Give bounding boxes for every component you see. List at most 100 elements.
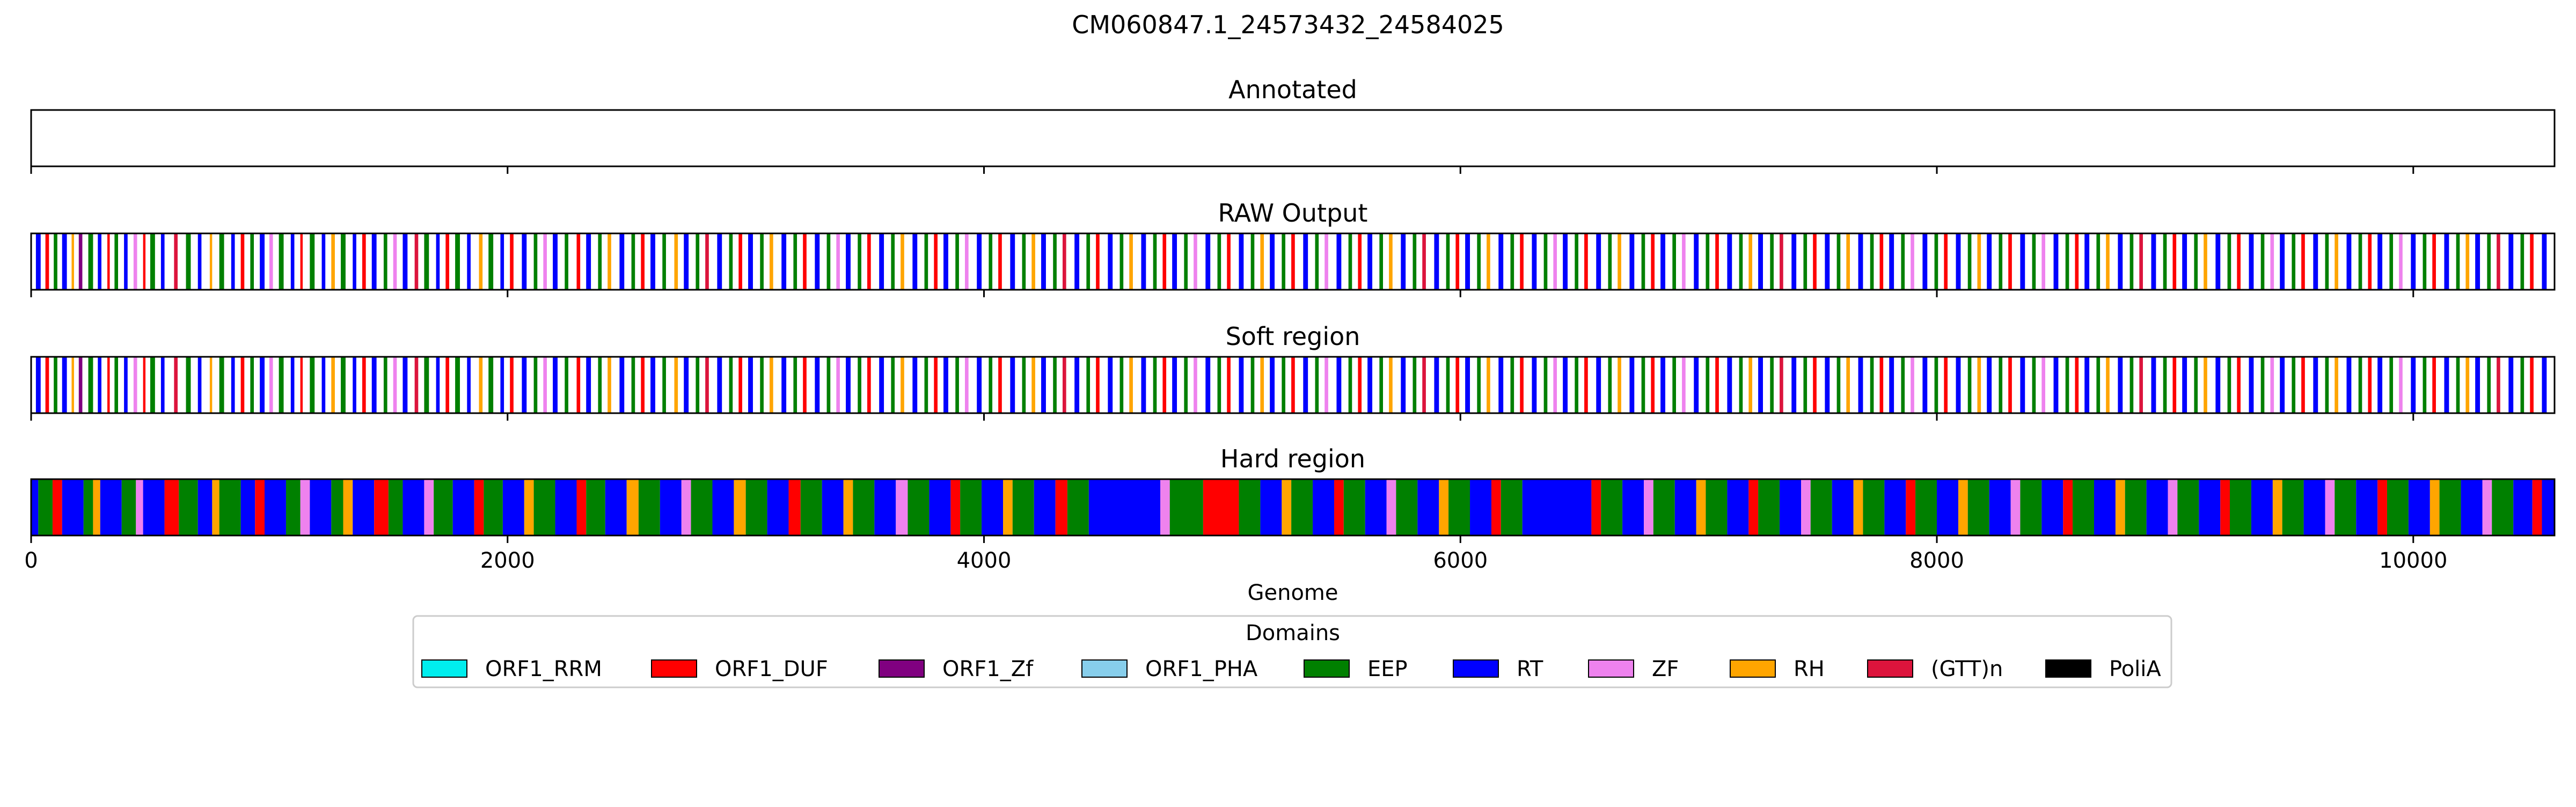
domain-segment	[2292, 233, 2296, 290]
domain-segment	[2139, 233, 2143, 290]
domain-segment	[1446, 233, 1450, 290]
domain-segment	[1022, 357, 1026, 413]
domain-segment	[1879, 233, 1884, 290]
domain-segment	[455, 357, 460, 413]
domain-segment	[522, 357, 527, 413]
domain-segment	[1260, 479, 1282, 535]
domain-segment	[1172, 233, 1177, 290]
domain-segment	[1074, 357, 1080, 413]
domain-segment	[662, 233, 666, 290]
domain-segment	[434, 479, 453, 535]
domain-segment	[2118, 233, 2123, 290]
domain-segment	[1934, 233, 1938, 290]
domain-segment	[1172, 357, 1177, 413]
domain-segment	[479, 357, 483, 413]
domain-segment	[2368, 233, 2372, 290]
domain-segment	[1446, 357, 1450, 413]
domain-segment	[1622, 479, 1644, 535]
domain-segment	[310, 233, 315, 290]
legend-label: EEP	[1367, 657, 1408, 681]
domain-segment	[822, 479, 844, 535]
legend-item: ORF1_RRM	[421, 657, 602, 681]
domain-segment	[1601, 479, 1623, 535]
domain-segment	[1169, 479, 1203, 535]
domain-segment	[1141, 357, 1146, 413]
domain-segment	[760, 233, 764, 290]
domain-segment	[1086, 233, 1091, 290]
domain-segment	[78, 357, 83, 413]
domain-segment	[598, 357, 602, 413]
domain-segment	[2497, 233, 2500, 290]
domain-segment	[912, 233, 918, 290]
domain-segment	[2282, 479, 2304, 535]
domain-segment	[38, 479, 53, 535]
legend-item: RH	[1730, 657, 1825, 681]
domain-segment	[1563, 233, 1568, 290]
domain-segment	[1291, 357, 1295, 413]
domain-segment	[2423, 357, 2427, 413]
domain-segment	[1944, 357, 1948, 413]
domain-segment	[891, 357, 895, 413]
domain-segment	[88, 233, 93, 290]
legend-item: PoliA	[2045, 657, 2161, 681]
domain-segment	[1803, 357, 1807, 413]
domain-segment	[1682, 233, 1686, 290]
domain-segment	[2096, 357, 2101, 413]
domain-segment	[383, 357, 387, 413]
domain-segment	[1034, 479, 1056, 535]
domain-segment	[1956, 233, 1961, 290]
domain-segment	[174, 357, 178, 413]
domain-segment	[331, 357, 335, 413]
domain-segment	[1672, 233, 1676, 290]
domain-segment	[1162, 357, 1167, 413]
domain-segment	[853, 479, 875, 535]
domain-segment	[2301, 233, 2305, 290]
domain-segment	[1205, 233, 1211, 290]
domain-segment	[1629, 357, 1635, 413]
domain-segment	[186, 357, 191, 413]
domain-segment	[1889, 357, 1894, 413]
legend-item: (GTT)n	[1867, 657, 2003, 681]
domain-segment	[1194, 357, 1197, 413]
domain-segment	[2513, 479, 2533, 535]
legend-label: PoliA	[2109, 657, 2161, 681]
domain-segment	[1758, 479, 1780, 535]
domain-segment	[867, 357, 871, 413]
domain-segment	[1791, 233, 1797, 290]
legend-item: ORF1_Zf	[879, 657, 1034, 681]
domain-segment	[374, 479, 389, 535]
domain-segment	[78, 233, 83, 290]
domain-segment	[2204, 233, 2207, 290]
legend-label: RH	[1794, 657, 1825, 681]
domain-segment	[2487, 233, 2491, 290]
domain-segment	[696, 357, 700, 413]
domain-segment	[1813, 233, 1817, 290]
domain-segment	[2237, 233, 2241, 290]
domain-segment	[950, 479, 961, 535]
domain-segment	[846, 357, 851, 413]
domain-segment	[2260, 233, 2265, 290]
domain-segment	[1062, 233, 1066, 290]
domain-segment	[1491, 479, 1501, 535]
domain-segment	[35, 357, 41, 413]
domain-segment	[1205, 357, 1211, 413]
domain-segment	[2368, 357, 2372, 413]
domain-segment	[353, 357, 356, 413]
domain-segment	[781, 233, 787, 290]
domain-segment	[2139, 357, 2143, 413]
domain-segment	[943, 233, 948, 290]
domain-segment	[1641, 357, 1645, 413]
domain-segment	[901, 357, 904, 413]
domain-segment	[219, 479, 241, 535]
domain-segment	[2482, 479, 2492, 535]
domain-segment	[2456, 357, 2460, 413]
domain-segment	[1922, 357, 1928, 413]
domain-segment	[1922, 233, 1928, 290]
domain-segment	[383, 233, 387, 290]
domain-segment	[2151, 233, 2156, 290]
domain-segment	[2168, 479, 2178, 535]
legend-label: RT	[1517, 657, 1543, 681]
domain-segment	[1596, 357, 1601, 413]
domain-segment	[467, 233, 471, 290]
domain-segment	[1074, 233, 1080, 290]
